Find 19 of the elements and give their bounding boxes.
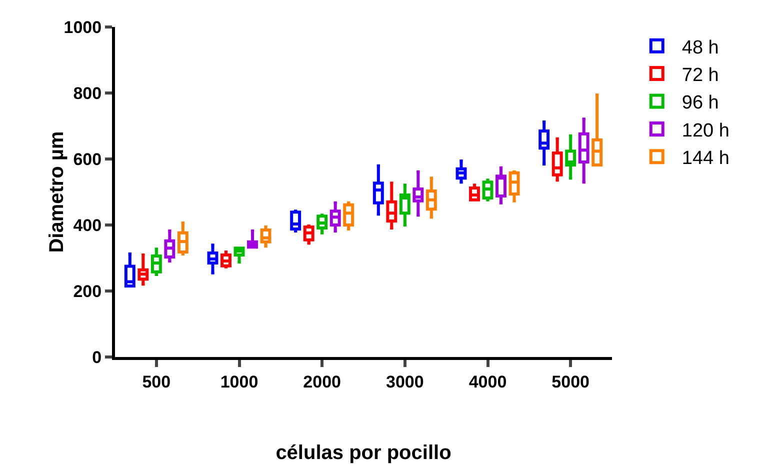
x-tick-label: 500 xyxy=(142,372,171,392)
y-tick-label: 1000 xyxy=(64,18,102,37)
x-tick-label: 4000 xyxy=(468,372,507,392)
y-tick-label: 0 xyxy=(92,348,102,367)
legend-label: 96 h xyxy=(682,92,719,114)
y-tick-label: 200 xyxy=(73,282,102,301)
x-axis-title: células por pocillo xyxy=(276,442,452,464)
legend-label: 120 h xyxy=(682,120,730,142)
legend-label: 48 h xyxy=(682,37,719,58)
x-tick-label: 1000 xyxy=(220,372,258,392)
legend-label: 72 h xyxy=(682,64,719,86)
y-axis-title: Diametro µm xyxy=(46,131,68,253)
y-tick-label: 800 xyxy=(73,84,102,103)
y-tick-label: 600 xyxy=(73,150,102,169)
x-tick-label: 3000 xyxy=(386,372,424,392)
x-tick-label: 2000 xyxy=(303,372,341,392)
legend-label: 144 h xyxy=(682,148,730,170)
y-tick-label: 400 xyxy=(73,216,102,235)
x-tick-label: 5000 xyxy=(552,372,590,392)
